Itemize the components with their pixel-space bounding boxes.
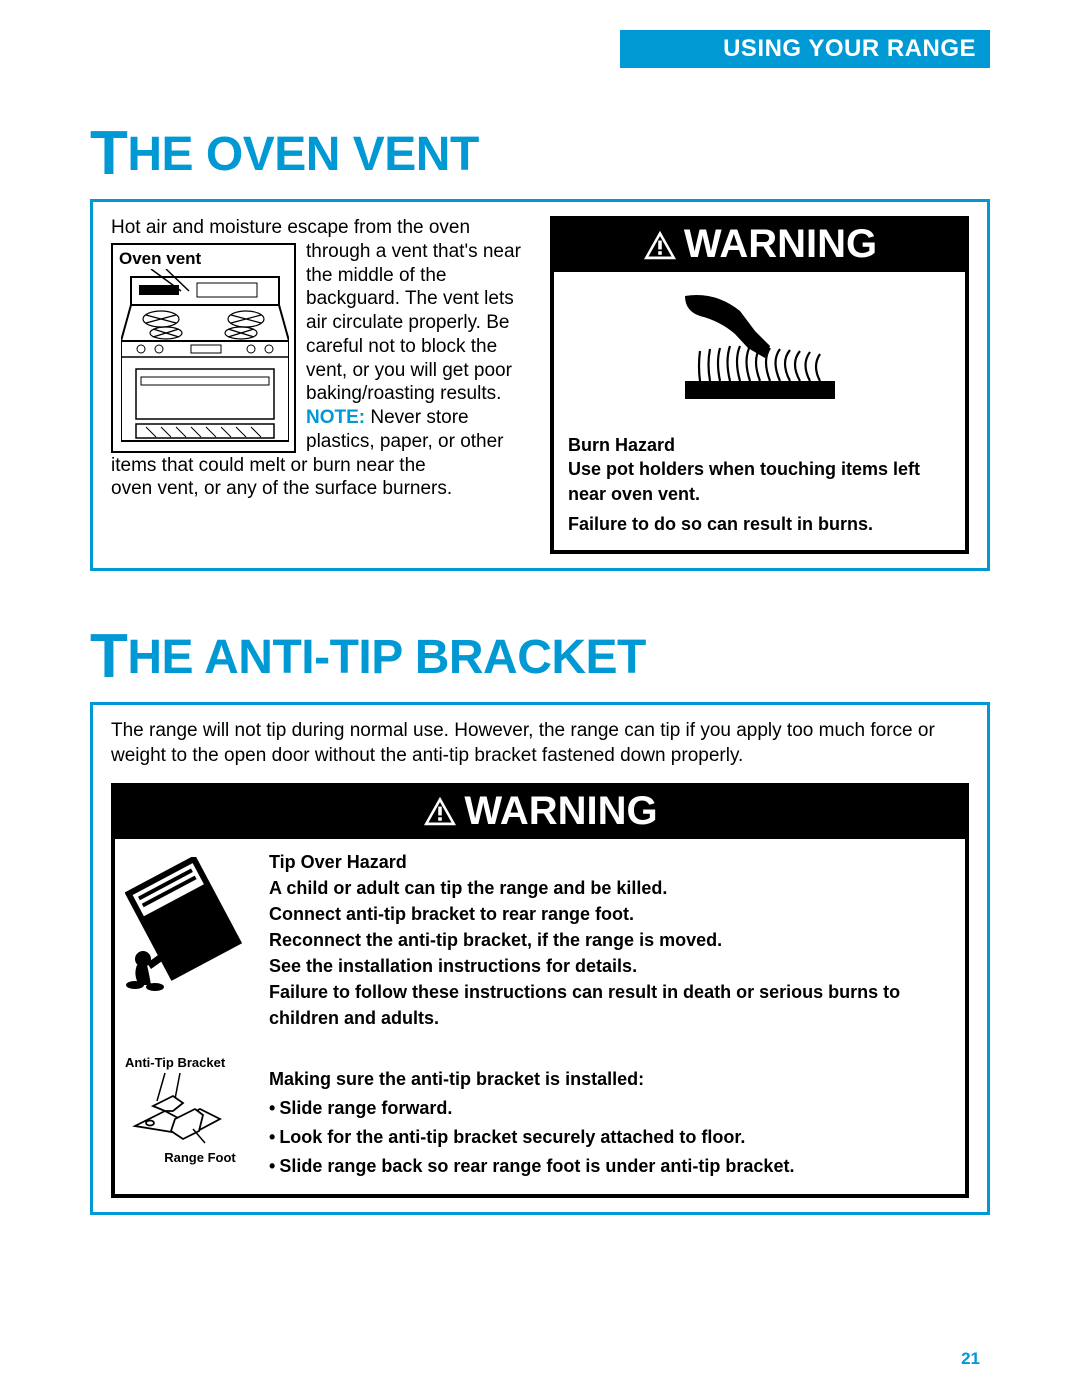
oven-vent-diagram: Oven vent: [111, 243, 296, 453]
warning-header: WARNING: [554, 220, 965, 272]
bracket-diagram: Anti-Tip Bracket Range Foot: [115, 1051, 265, 1194]
tipover-text: Tip Over Hazard A child or adult can tip…: [265, 839, 965, 1046]
page-number: 21: [961, 1349, 980, 1369]
burn-hazard-image: [554, 272, 965, 425]
stove-illustration: [121, 269, 289, 449]
b3-text: Slide range back so rear range foot is u…: [279, 1156, 794, 1176]
install-b3: •Slide range back so rear range foot is …: [269, 1152, 951, 1181]
warning-line2: Failure to do so can result in burns.: [568, 512, 951, 536]
section2-intro: The range will not tip during normal use…: [111, 719, 969, 768]
text-part2: a vent that's near the middle of the bac…: [306, 241, 521, 405]
warning-triangle-icon: [642, 229, 678, 261]
title-rest: HE OVEN VENT: [127, 128, 478, 181]
warning-label2: WARNING: [464, 789, 657, 834]
diagram-label: Oven vent: [119, 249, 201, 268]
burn-warning-box: WARNING: [550, 216, 969, 554]
bracket-row: Anti-Tip Bracket Range Foot Maki: [115, 1051, 965, 1194]
burn-warning-body: Burn Hazard Use pot holders when touchin…: [554, 425, 965, 550]
section1-left: Hot air and moisture escape from the ove…: [111, 216, 530, 554]
install-text: Making sure the anti-tip bracket is inst…: [265, 1051, 965, 1194]
b1-text: Slide range forward.: [279, 1098, 452, 1118]
install-b2: •Look for the anti-tip bracket securely …: [269, 1123, 951, 1152]
install-title: Making sure the anti-tip bracket is inst…: [269, 1065, 951, 1094]
title-first-letter: T: [90, 119, 127, 188]
tipover-hazard-title: Tip Over Hazard: [269, 849, 951, 875]
b2-text: Look for the anti-tip bracket securely a…: [279, 1127, 745, 1147]
bracket-label2: Range Foot: [145, 1150, 255, 1166]
hazard-title: Burn Hazard: [568, 433, 951, 457]
tipover-l2: Connect anti-tip bracket to rear range f…: [269, 901, 951, 927]
section2-box: The range will not tip during normal use…: [90, 702, 990, 1215]
warning-header2: WARNING: [115, 787, 965, 839]
burn-hand-icon: [670, 286, 850, 406]
tipover-l4: See the installation instructions for de…: [269, 953, 951, 979]
tipover-l5: Failure to follow these instructions can…: [269, 979, 951, 1031]
header-bar: USING YOUR RANGE: [620, 30, 990, 68]
section1-box: Hot air and moisture escape from the ove…: [90, 199, 990, 571]
tipover-l3: Reconnect the anti-tip bracket, if the r…: [269, 927, 951, 953]
section2-title: THE ANTI-TIP BRACKET: [90, 621, 990, 692]
tipover-row: Tip Over Hazard A child or adult can tip…: [115, 839, 965, 1046]
tipover-warning-box: WARNING Tip O: [111, 783, 969, 1199]
oven-vent-text: Hot air and moisture escape from the ove…: [111, 216, 530, 501]
text-part3: oven vent, or any of the surface burners…: [111, 478, 452, 499]
bracket-illustration: [125, 1071, 245, 1151]
warning-line1: Use pot holders when touching items left…: [568, 457, 951, 506]
tipover-l1: A child or adult can tip the range and b…: [269, 875, 951, 901]
title2-rest: HE ANTI-TIP BRACKET: [127, 631, 646, 684]
bracket-label1: Anti-Tip Bracket: [125, 1055, 255, 1071]
tipover-image: [115, 839, 265, 1046]
note-label: NOTE:: [306, 407, 365, 428]
install-b1: •Slide range forward.: [269, 1094, 951, 1123]
title2-first-letter: T: [90, 622, 127, 691]
warning-triangle-icon: [422, 795, 458, 827]
tipping-range-icon: [125, 857, 255, 992]
section1-title: THE OVEN VENT: [90, 118, 990, 189]
warning-label: WARNING: [684, 222, 877, 267]
section1-right: WARNING: [550, 216, 969, 554]
